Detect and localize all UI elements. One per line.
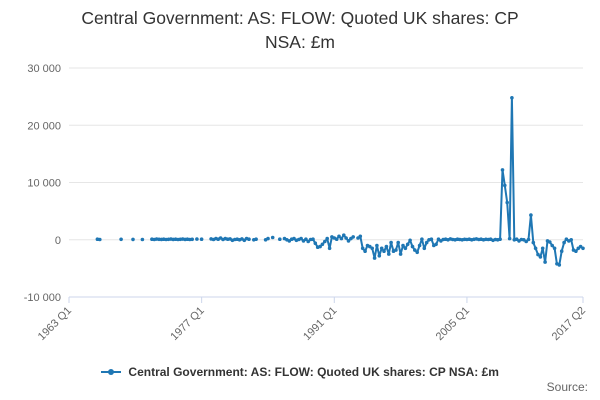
series-point — [370, 246, 375, 251]
series-point — [382, 249, 386, 253]
series-point — [417, 243, 422, 248]
series-point — [140, 237, 145, 242]
series-point — [429, 237, 434, 241]
series-point — [536, 252, 540, 257]
series-point — [394, 248, 398, 252]
series-point — [526, 237, 531, 242]
series-point — [379, 246, 384, 251]
series-point — [415, 250, 420, 255]
series-point — [540, 246, 545, 251]
series-point — [559, 249, 564, 253]
series-point — [344, 236, 348, 240]
series-point — [377, 254, 382, 258]
series-point — [552, 246, 557, 251]
series-point — [199, 237, 204, 241]
series-point — [337, 234, 341, 239]
series-point — [569, 238, 573, 242]
series-point — [334, 237, 339, 241]
series-point — [548, 240, 552, 244]
series-point — [270, 235, 275, 240]
chart-title-line-1: Central Government: AS: FLOW: Quoted UK … — [81, 8, 519, 28]
y-tick-label: -10 000 — [24, 292, 61, 304]
series-point — [510, 96, 514, 100]
series-point — [346, 239, 351, 243]
series-point — [505, 200, 510, 205]
y-tick-label: 10 000 — [27, 178, 61, 190]
series-point — [195, 237, 199, 241]
x-tick-label: 2005 Q1 — [434, 305, 472, 343]
series-point — [498, 237, 502, 241]
series-point — [387, 252, 391, 256]
series-point — [131, 237, 135, 242]
y-tick-label: 30 000 — [27, 63, 61, 75]
series-point — [119, 237, 123, 242]
series-point — [325, 236, 330, 241]
series-point — [557, 263, 562, 267]
series-point — [278, 237, 282, 241]
series-point — [360, 246, 365, 251]
series-point — [420, 237, 424, 241]
series-point — [533, 246, 538, 251]
series-point — [434, 242, 438, 247]
legend-swatch-dot — [108, 368, 115, 375]
series-point — [247, 237, 251, 241]
chart-title: Central Government: AS: FLOW: Quoted UK … — [0, 6, 600, 54]
series-point — [254, 237, 258, 241]
series-point — [313, 241, 318, 245]
series-point — [323, 239, 327, 244]
legend-series-swatch — [101, 367, 122, 377]
source-label: Source: — [546, 380, 588, 394]
series-point — [363, 249, 367, 253]
series-point — [327, 246, 332, 251]
series-point — [339, 236, 344, 241]
y-tick-label: 20 000 — [27, 120, 61, 132]
series-point — [422, 246, 427, 251]
series-point — [410, 244, 415, 249]
series-point — [562, 240, 566, 245]
series-point — [306, 239, 311, 244]
series-point — [398, 252, 403, 256]
series-point — [311, 237, 315, 241]
series-point — [342, 233, 346, 237]
series-point — [543, 260, 547, 264]
series-point — [413, 248, 417, 252]
series-point — [190, 237, 194, 242]
x-tick-label: 2017 Q2 — [550, 305, 588, 343]
series-point — [574, 249, 578, 253]
series-point — [372, 256, 377, 260]
series-point — [500, 168, 505, 172]
series-point — [318, 244, 322, 249]
series-point — [581, 246, 585, 251]
x-tick-label: 1977 Q1 — [168, 305, 206, 343]
series-point — [503, 183, 507, 188]
series-point — [320, 242, 325, 247]
series-point — [396, 240, 401, 245]
series-point — [531, 240, 536, 245]
x-tick-label: 1963 Q1 — [36, 305, 74, 343]
chart-legend[interactable]: Central Government: AS: FLOW: Quoted UK … — [0, 364, 600, 379]
series-point — [299, 236, 303, 241]
series-point — [304, 237, 308, 241]
legend-series-label: Central Government: AS: FLOW: Quoted UK … — [128, 364, 499, 379]
series-point — [98, 237, 102, 242]
series-point — [266, 236, 270, 241]
x-tick-label: 1991 Q1 — [301, 305, 339, 343]
series-point — [401, 243, 405, 248]
series-point — [389, 240, 393, 245]
series-point — [408, 238, 412, 243]
series-point — [424, 240, 429, 245]
series-point — [507, 236, 512, 241]
series-point — [351, 235, 356, 239]
series-point — [358, 234, 363, 239]
series-point — [375, 243, 379, 248]
series-point — [538, 255, 543, 259]
y-tick-label: 0 — [55, 235, 61, 247]
series-point — [405, 242, 410, 247]
chart-title-line-2: NSA: £m — [264, 32, 336, 52]
series-point — [403, 246, 408, 251]
series-point — [529, 213, 533, 217]
series-point — [550, 243, 554, 248]
series-point — [384, 244, 389, 249]
